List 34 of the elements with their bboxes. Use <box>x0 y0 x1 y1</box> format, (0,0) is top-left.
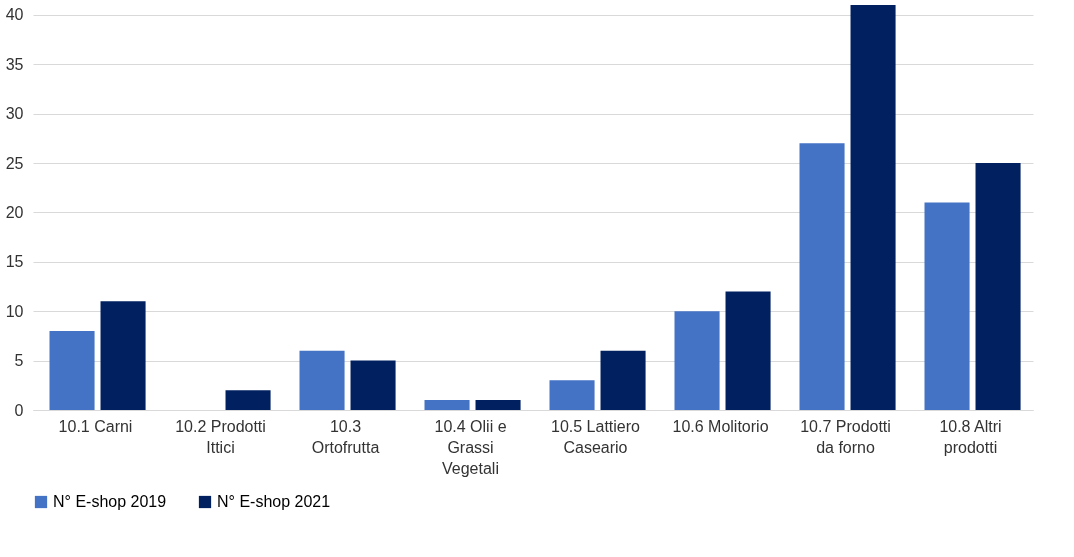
bar <box>350 360 396 410</box>
bar <box>549 380 595 410</box>
x-tick-label: 10.2 Prodotti Ittici <box>175 417 266 456</box>
x-tick-label: 10.8 Altri prodotti <box>939 417 1002 456</box>
bar <box>924 202 970 410</box>
bar <box>225 390 271 410</box>
x-tick-label: 10.5 Lattiero Caseario <box>551 417 641 456</box>
bar <box>799 143 845 410</box>
y-tick-label: 30 <box>5 105 24 123</box>
bar <box>674 311 720 410</box>
x-tick-label: 10.3 Ortofrutta <box>311 417 380 456</box>
y-tick-label: 35 <box>5 55 24 73</box>
x-tick-label: 10.1 Carni <box>58 417 133 435</box>
x-tick-label: 10.7 Prodotti da forno <box>800 417 891 456</box>
bar <box>725 291 771 410</box>
bar <box>424 400 470 410</box>
legend-label: N° E-shop 2021 <box>217 493 331 510</box>
x-tick-label: 10.6 Molitorio <box>672 417 769 435</box>
bar <box>299 350 345 410</box>
y-tick-label: 0 <box>14 401 24 419</box>
x-tick-label: 10.4 Olii e Grassi Vegetali <box>434 417 507 477</box>
bar <box>100 301 146 410</box>
y-tick-label: 25 <box>5 154 24 172</box>
y-tick-label: 5 <box>14 352 24 370</box>
y-tick-label: 10 <box>5 302 24 320</box>
bar <box>975 163 1021 410</box>
legend-label: N° E-shop 2019 <box>53 493 167 510</box>
bar <box>475 400 521 410</box>
y-tick-label: 20 <box>5 203 24 221</box>
bar <box>49 330 95 410</box>
y-tick-label: 40 <box>5 6 24 24</box>
bar <box>850 5 896 410</box>
y-tick-label: 15 <box>5 253 24 271</box>
bar <box>600 350 646 410</box>
